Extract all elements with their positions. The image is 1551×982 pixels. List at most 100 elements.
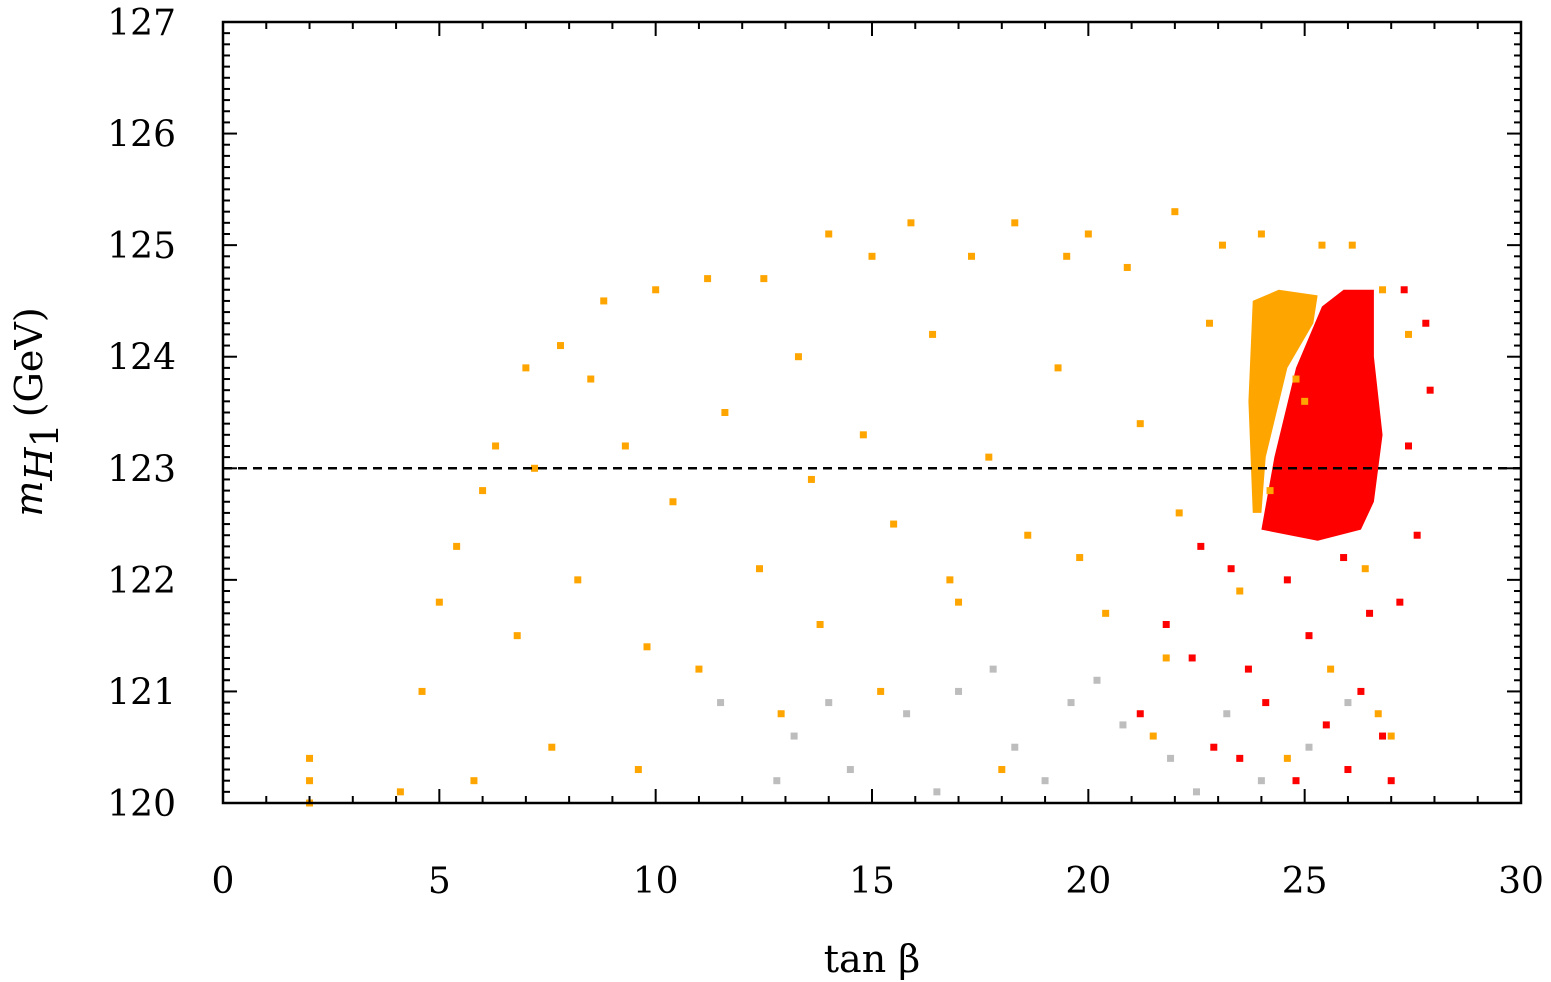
data-point-s1-16 [1011,219,1019,227]
data-point-s1-74 [1301,397,1309,405]
data-point-s2-19 [1344,766,1352,774]
data-point-s0-17 [1093,676,1101,684]
data-point-s2-12 [1379,732,1387,740]
data-point-s2-7 [1283,576,1291,584]
data-point-s1-42 [985,453,993,461]
data-point-s0-4 [955,687,963,695]
data-point-s1-3 [396,788,404,796]
y-tick-label: 125 [107,226,176,267]
data-point-s2-1 [1162,620,1170,628]
data-point-s1-41 [955,598,963,606]
data-point-s2-3 [1210,743,1218,751]
dense-regions [1248,289,1383,541]
data-point-s0-1 [790,732,798,740]
data-point-s1-33 [669,498,677,506]
x-tick-label: 25 [1282,861,1328,902]
data-point-s1-7 [556,342,564,350]
data-point-s1-30 [531,464,539,472]
data-point-s1-46 [1136,420,1144,428]
data-point-s1-34 [721,409,729,416]
data-point-s1-19 [1123,263,1131,271]
data-point-s1-62 [1149,732,1157,740]
data-point-s1-24 [1348,241,1356,249]
dense-region-0 [1248,289,1318,513]
data-point-s1-14 [907,219,915,227]
data-point-s1-68 [807,475,815,483]
data-point-s1-25 [1379,286,1387,294]
data-point-s1-1 [306,777,314,785]
data-point-s2-23 [1197,542,1205,550]
data-point-s2-4 [1227,565,1235,573]
data-point-s1-63 [1283,754,1291,762]
data-point-s1-58 [695,665,703,673]
data-point-s1-67 [643,643,651,651]
x-tick-label: 20 [1065,861,1111,902]
data-point-s1-22 [1257,230,1265,238]
data-point-s1-55 [470,777,478,785]
x-tick-label: 5 [428,861,451,902]
data-point-s1-12 [825,230,833,238]
data-point-s0-0 [717,699,725,707]
data-point-s0-18 [989,665,997,673]
data-point-s2-18 [1400,286,1408,294]
data-point-s1-27 [418,687,426,695]
data-point-s2-11 [1357,687,1365,695]
data-point-s1-61 [998,766,1006,774]
x-tick-label: 15 [849,861,895,902]
y-tick-label: 122 [107,561,176,602]
data-point-s1-40 [929,330,937,338]
data-point-s0-9 [1223,710,1231,718]
data-point-s2-0 [1136,710,1144,718]
data-point-s1-49 [1236,587,1244,595]
data-point-s1-56 [548,743,556,751]
dense-region-1 [1261,289,1383,541]
data-point-s1-10 [704,275,712,283]
data-point-s1-73 [1279,353,1287,361]
data-point-s1-36 [794,353,802,361]
y-tick-label: 123 [107,449,176,490]
data-point-s1-11 [760,275,768,283]
data-point-s2-8 [1305,632,1313,640]
data-point-s1-53 [1361,565,1369,573]
data-point-s1-64 [1374,710,1382,718]
data-point-s2-10 [1340,554,1348,562]
y-tick-label: 120 [107,784,176,825]
data-point-s1-35 [756,565,764,573]
data-point-s1-50 [1266,487,1274,495]
data-point-s0-15 [1193,788,1200,796]
x-axis-label: tan β [824,937,920,981]
data-point-s2-21 [1236,754,1244,762]
data-point-s1-13 [868,252,876,260]
y-tick-label: 127 [107,3,176,44]
data-point-s1-52 [1327,665,1335,673]
data-point-s1-69 [946,576,954,584]
data-point-s1-65 [513,632,521,640]
data-point-s1-57 [634,766,642,774]
data-point-s2-9 [1322,721,1330,729]
data-point-s1-37 [816,620,824,628]
data-point-s1-71 [1162,654,1170,662]
data-point-s0-11 [1305,743,1313,751]
data-point-s1-26 [1405,330,1413,338]
data-point-s1-6 [522,364,530,372]
data-point-s2-6 [1262,699,1270,707]
data-point-s2-5 [1244,665,1252,673]
data-point-s1-32 [621,442,629,450]
data-point-s2-20 [1292,777,1300,785]
data-point-s0-3 [903,710,911,718]
data-point-s0-8 [1167,754,1175,762]
data-point-s2-15 [1405,442,1413,450]
data-point-s2-22 [1387,777,1395,785]
data-point-s0-13 [933,788,941,796]
data-point-s1-43 [1024,531,1032,539]
data-point-s0-14 [1041,777,1049,785]
data-point-s1-45 [1102,609,1110,617]
data-point-s0-10 [1257,777,1265,785]
data-points [306,208,1434,807]
data-point-s1-51 [1292,375,1300,383]
data-point-s1-48 [1205,319,1213,327]
x-tick-labels: 0 5 10 15 20 25 30 [212,861,1544,902]
data-point-s2-24 [1366,609,1374,617]
axis-ticks [222,21,1522,804]
